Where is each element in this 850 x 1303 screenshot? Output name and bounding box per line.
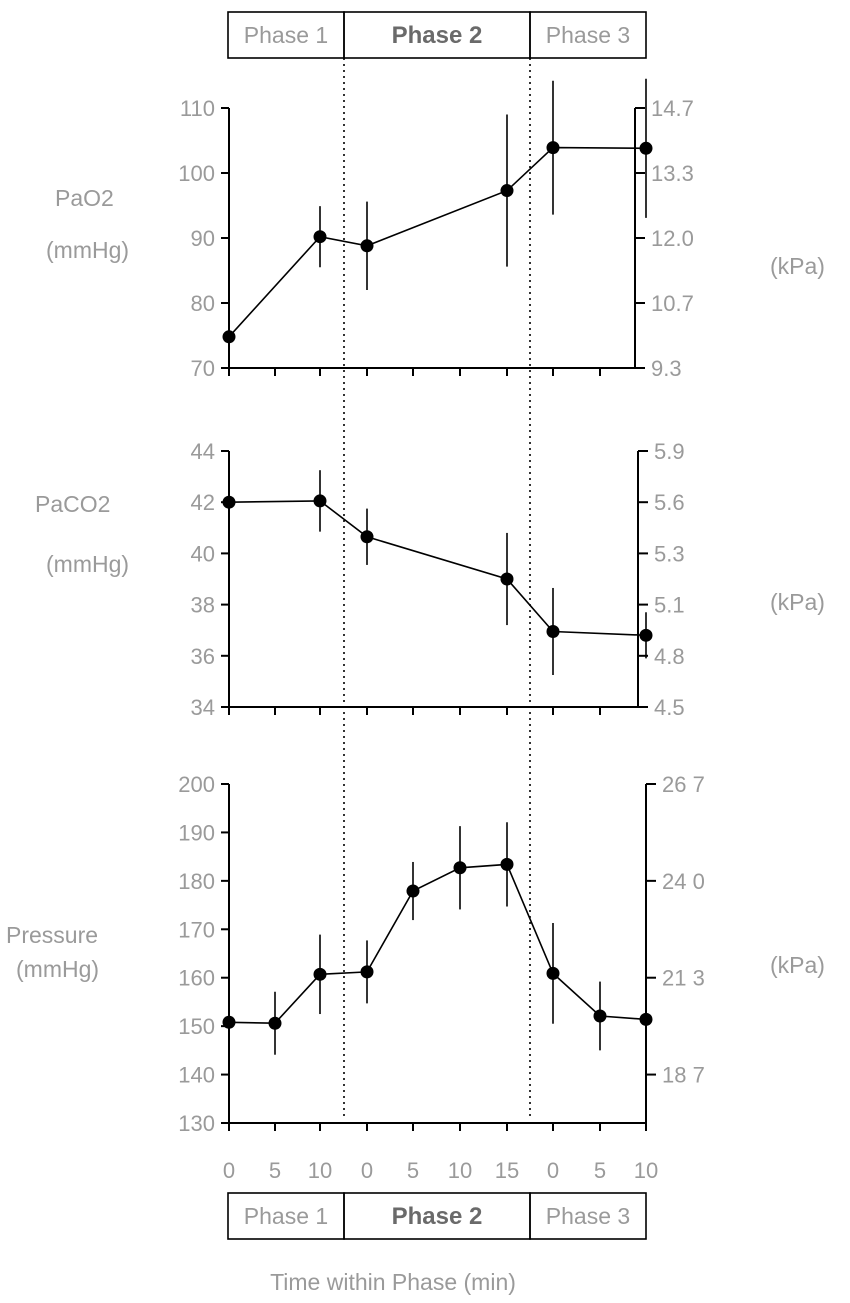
- paco2-data-point: [222, 495, 236, 509]
- pressure-data-point: [313, 967, 327, 981]
- pressure-data-point: [500, 857, 514, 871]
- pressure-data-point: [268, 1016, 282, 1030]
- pao2-panel: PaO2 (mmHg) (kPa) 70 80 90 100 110 9.3 10.7 12.…: [46, 78, 825, 381]
- pressure-axis-title: Pressure: [6, 922, 98, 948]
- pressure-left-tick-label: 160: [178, 966, 215, 991]
- paco2-data-point: [500, 572, 514, 586]
- phase-3-box-bottom: [529, 1192, 647, 1240]
- phase-2-label-top: Phase 2: [392, 22, 483, 49]
- x-tick-label: 10: [448, 1158, 472, 1183]
- x-tick-label: 10: [634, 1158, 658, 1183]
- pressure-left-tick-label: 200: [178, 772, 215, 797]
- phase-2-label-bottom: Phase 2: [392, 1203, 483, 1230]
- paco2-axis-title: PaCO2: [35, 491, 110, 517]
- pressure-data-point: [593, 1009, 607, 1023]
- pressure-series-line: [228, 863, 647, 1025]
- pao2-left-tick-label: 70: [191, 356, 215, 381]
- paco2-left-tick-label: 34: [191, 695, 215, 720]
- phase-3-label-top: Phase 3: [546, 22, 630, 48]
- pao2-axis-title: PaO2: [55, 185, 114, 211]
- pressure-data-point: [546, 966, 560, 980]
- paco2-data-point: [546, 624, 560, 638]
- pressure-panel: Pressure (mmHg) (kPa) 130 140 150 160 170 180…: [6, 772, 825, 1136]
- pao2-left-tick-label: 100: [178, 161, 215, 186]
- pao2-data-point: [222, 330, 236, 344]
- pao2-left-tick-label: 110: [180, 96, 215, 121]
- phase-bar-bottom: Phase 1 Phase 2 Phase 3: [227, 1192, 647, 1240]
- paco2-left-tick-label: 44: [191, 439, 215, 464]
- pao2-left-tick-label: 80: [191, 291, 215, 316]
- pressure-data-point: [406, 884, 420, 898]
- pressure-left-tick-label: 190: [178, 820, 215, 845]
- phase-1-label-bottom: Phase 1: [244, 1203, 328, 1229]
- paco2-right-tick-label: 5.9: [654, 439, 685, 464]
- x-tick-label: 0: [223, 1158, 235, 1183]
- pao2-right-tick-label: 9.3: [651, 356, 682, 381]
- x-tick-label: 0: [547, 1158, 559, 1183]
- x-tick-label: 0: [361, 1158, 373, 1183]
- paco2-axis-units: (mmHg): [46, 551, 129, 577]
- paco2-right-tick-label: 5.6: [654, 490, 685, 515]
- phase-1-label-top: Phase 1: [244, 22, 328, 48]
- pressure-right-axis-title: (kPa): [770, 952, 825, 978]
- x-tick-labels: 0 5 10 0 5 10 15 0 5 10: [223, 1158, 658, 1183]
- paco2-series-line: [228, 500, 647, 637]
- paco2-right-tick-label: 4.8: [654, 644, 685, 669]
- phase-3-label-bottom: Phase 3: [546, 1203, 630, 1229]
- pao2-axis-units: (mmHg): [46, 237, 129, 263]
- paco2-data-point: [313, 494, 327, 508]
- paco2-left-tick-label: 36: [191, 644, 215, 669]
- pressure-right-tick-label: 18 7: [662, 1063, 705, 1088]
- x-tick-label: 10: [308, 1158, 332, 1183]
- pao2-data-point: [360, 239, 374, 253]
- paco2-right-axis-title: (kPa): [770, 589, 825, 615]
- pao2-left-tick-label: 90: [191, 226, 215, 251]
- pressure-axis-units: (mmHg): [16, 956, 99, 982]
- pressure-right-tick-label: 26 7: [662, 772, 705, 797]
- x-tick-label: 5: [407, 1158, 419, 1183]
- pressure-left-tick-label: 180: [178, 869, 215, 894]
- x-tick-label: 5: [269, 1158, 281, 1183]
- pao2-right-tick-label: 12.0: [651, 226, 694, 251]
- pao2-data-point: [639, 141, 653, 155]
- pressure-left-tick-label: 150: [178, 1014, 215, 1039]
- paco2-right-tick-label: 4.5: [654, 695, 685, 720]
- x-axis-label: Time within Phase (min): [270, 1269, 516, 1295]
- pressure-left-tick-label: 130: [178, 1111, 215, 1136]
- x-tick-label: 15: [495, 1158, 519, 1183]
- x-tick-label: 5: [594, 1158, 606, 1183]
- pressure-right-tick-label: 24 0: [662, 869, 705, 894]
- pao2-series-line: [228, 146, 647, 338]
- paco2-data-point: [639, 628, 653, 642]
- paco2-left-tick-label: 40: [191, 541, 215, 566]
- paco2-data-point: [360, 530, 374, 544]
- paco2-right-tick-label: 5.1: [654, 593, 685, 618]
- pao2-right-tick-label: 10.7: [651, 291, 694, 316]
- paco2-left-tick-label: 38: [191, 593, 215, 618]
- pressure-right-tick-label: 21 3: [662, 966, 705, 991]
- phase-bar-top: Phase 1 Phase 2 Phase 3: [227, 11, 647, 59]
- paco2-right-tick-label: 5.3: [654, 541, 685, 566]
- pao2-data-point: [313, 230, 327, 244]
- pressure-data-point: [222, 1015, 236, 1029]
- pressure-data-point: [360, 965, 374, 979]
- phase-3-box-top: [529, 11, 647, 59]
- pao2-right-tick-label: 14.7: [651, 96, 694, 121]
- paco2-left-tick-label: 42: [191, 490, 215, 515]
- pressure-left-tick-label: 170: [178, 917, 215, 942]
- pressure-left-tick-label: 140: [178, 1063, 215, 1088]
- paco2-panel: PaCO2 (mmHg) (kPa) 34 36 38 40 42 44 4.5 4.8 5.1…: [35, 439, 825, 720]
- pao2-data-point: [500, 184, 514, 198]
- pao2-right-tick-label: 13.3: [651, 161, 694, 186]
- pao2-right-axis-title: (kPa): [770, 253, 825, 279]
- pressure-data-point: [639, 1012, 653, 1026]
- pressure-data-point: [453, 861, 467, 875]
- pao2-data-point: [546, 141, 560, 155]
